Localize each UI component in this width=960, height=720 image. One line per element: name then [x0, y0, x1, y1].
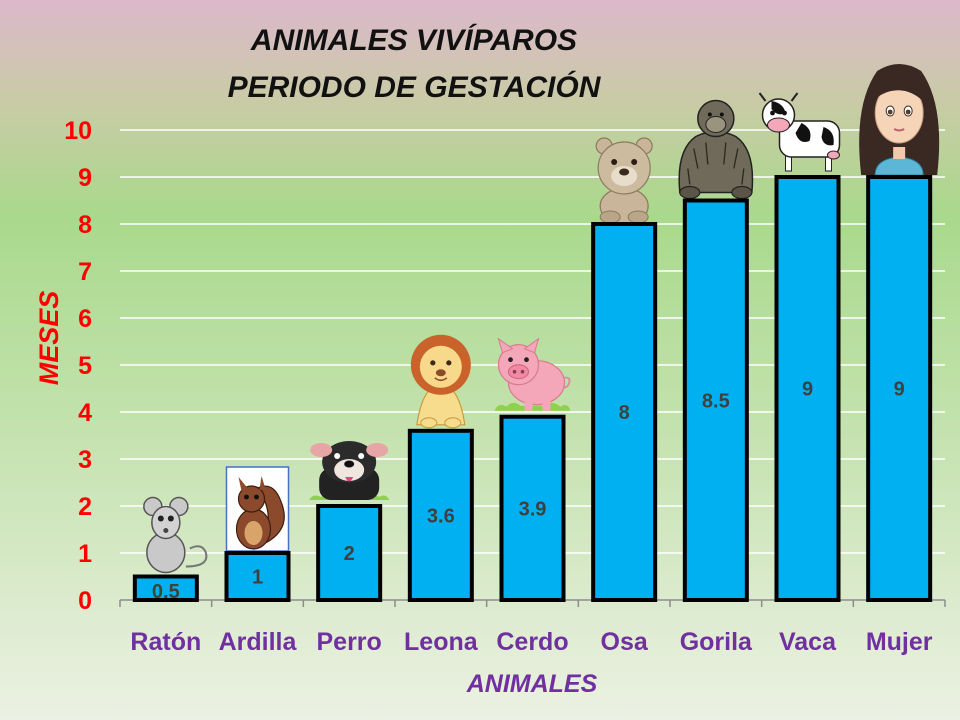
bar-3: [407, 428, 474, 602]
y-tick-label: 2: [78, 493, 92, 521]
gorilla-icon: [678, 99, 754, 200]
y-tick-label: 1: [78, 540, 92, 568]
squirrel-icon: [225, 466, 290, 552]
pig-icon: [494, 337, 571, 411]
x-tick-label: Perro: [317, 628, 382, 656]
bars: [132, 175, 933, 603]
y-tick-label: 9: [78, 164, 92, 192]
chart-title: ANIMALES VIVÍPAROS PERIODO DE GESTACIÓN: [228, 23, 602, 104]
data-label: 1: [252, 567, 263, 589]
woman-icon: [859, 64, 940, 176]
bear-icon: [595, 137, 653, 225]
bar-1: [224, 551, 291, 602]
data-label: 8.5: [702, 390, 730, 412]
data-labels: 0.5 1 2 3.6 3.9 8 8.5 9 9: [152, 379, 905, 604]
x-tick-label: Ardilla: [219, 628, 298, 656]
y-tick-label: 4: [78, 399, 92, 427]
bar-7: [774, 175, 841, 602]
x-tick-label: Cerdo: [496, 628, 568, 656]
y-axis-label: MESES: [34, 291, 64, 386]
data-label: 2: [344, 543, 355, 565]
x-axis-label: ANIMALES: [466, 670, 598, 698]
data-label: 9: [894, 379, 905, 401]
chart-title-line-2: PERIODO DE GESTACIÓN: [228, 70, 602, 104]
x-tick-label: Vaca: [779, 628, 837, 656]
mouse-icon: [143, 496, 208, 574]
lion-icon: [410, 334, 471, 429]
y-tick-label: 3: [78, 446, 92, 474]
x-tick-label: Mujer: [866, 628, 933, 656]
x-axis-ticks: Ratón Ardilla Perro Leona Cerdo Osa Gorila Vaca…: [130, 628, 932, 656]
cow-icon: [758, 92, 841, 172]
x-tick-label: Ratón: [130, 628, 201, 656]
x-tick-label: Osa: [601, 628, 649, 656]
data-label: 0.5: [152, 581, 180, 603]
data-label: 8: [619, 402, 630, 424]
x-tick-label: Gorila: [680, 628, 753, 656]
y-tick-label: 6: [78, 305, 92, 333]
y-tick-label: 10: [64, 117, 92, 145]
y-tick-label: 7: [78, 258, 92, 286]
bar-6: [682, 198, 749, 602]
y-tick-label: 0: [78, 587, 92, 615]
x-tick-label: Leona: [404, 628, 479, 656]
y-axis-ticks: 0 1 2 3 4 5 6 7 8 9 10: [64, 117, 92, 615]
y-tick-label: 8: [78, 211, 92, 239]
bar-0: [132, 574, 199, 602]
data-label: 3.6: [427, 505, 455, 527]
dog-icon: [309, 441, 390, 500]
bar-5: [591, 222, 658, 602]
bar-4: [499, 414, 566, 603]
animal-icons: [143, 64, 940, 574]
y-tick-label: 5: [78, 352, 92, 380]
bar-8: [866, 175, 933, 602]
data-label: 3.9: [519, 498, 547, 520]
chart-title-line-1: ANIMALES VIVÍPAROS: [250, 23, 577, 57]
bar-2: [316, 504, 383, 602]
data-label: 9: [802, 379, 813, 401]
